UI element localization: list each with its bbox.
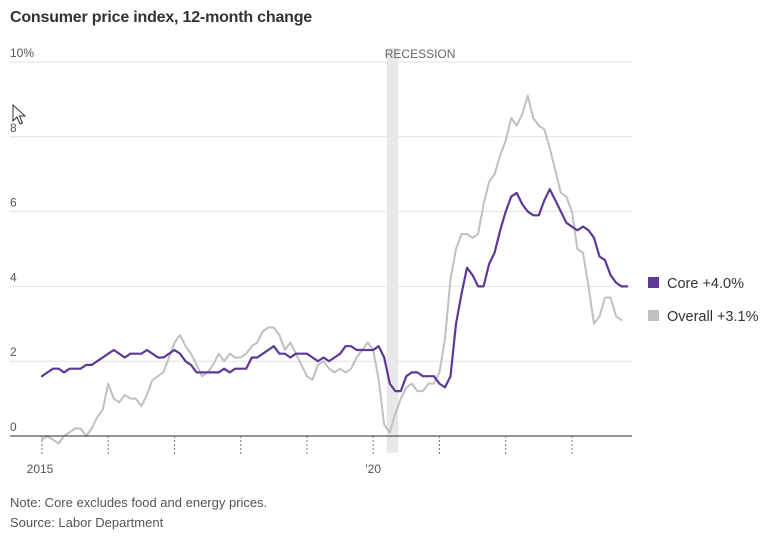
recession-band <box>386 48 399 453</box>
x-ticks: 2015 '20 <box>27 436 573 476</box>
recession-label: RECESSION <box>385 47 456 61</box>
gridlines <box>10 61 632 362</box>
series-line-overall <box>41 94 623 445</box>
legend-swatch-core <box>648 277 659 288</box>
y-tick-label-4: 4 <box>10 270 17 284</box>
legend-label-overall: Overall +3.1% <box>667 309 759 325</box>
legend: Core +4.0% Overall +3.1% <box>648 276 759 325</box>
chart-title: Consumer price index, 12-month change <box>10 9 312 26</box>
y-tick-label-2: 2 <box>10 345 17 359</box>
chart-note: Note: Core excludes food and energy pric… <box>10 495 268 510</box>
chart-source: Source: Labor Department <box>10 515 164 530</box>
series-lines <box>40 94 629 445</box>
recession-band-group: RECESSION <box>385 47 456 453</box>
x-tick-label-20: '20 <box>365 462 381 476</box>
y-tick-label-0: 0 <box>10 420 17 434</box>
y-tick-labels: 0 2 4 6 8 10% <box>10 46 34 434</box>
mouse-cursor-icon <box>12 103 27 125</box>
series-line-core <box>40 188 629 393</box>
legend-swatch-overall <box>648 310 659 321</box>
y-tick-label-8: 8 <box>10 121 17 135</box>
y-tick-label-6: 6 <box>10 196 17 210</box>
legend-label-core: Core +4.0% <box>667 276 744 292</box>
y-tick-label-10: 10% <box>10 46 34 60</box>
x-tick-label-2015: 2015 <box>27 462 54 476</box>
